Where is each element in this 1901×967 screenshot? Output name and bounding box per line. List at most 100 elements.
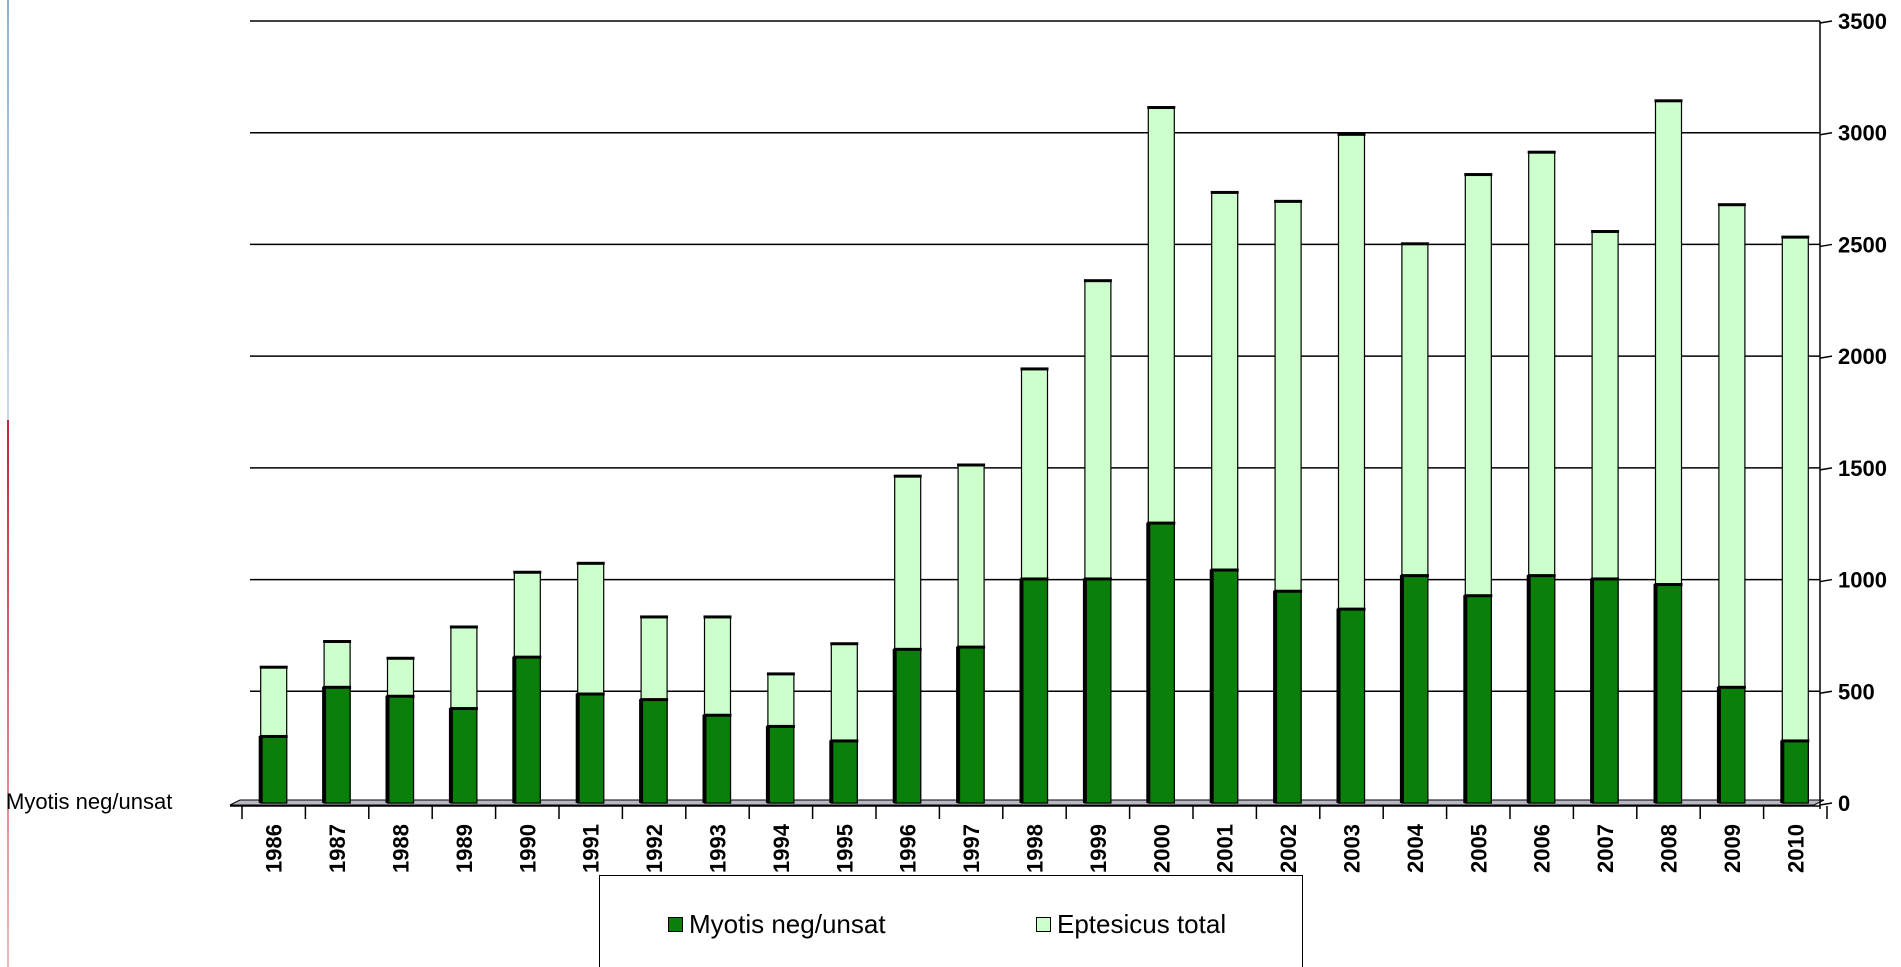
bar-top-edge-eptesicus xyxy=(386,656,415,660)
bar-top-edge-eptesicus xyxy=(1210,190,1239,194)
x-tick-label: 1995 xyxy=(832,824,857,873)
bar-top-edge-eptesicus xyxy=(1400,242,1429,246)
bar-top-edge-eptesicus xyxy=(1654,99,1683,103)
x-tick-label: 1992 xyxy=(642,824,667,873)
bar-myotis xyxy=(513,656,541,804)
bar-top-edge-myotis xyxy=(640,698,669,702)
x-tick-label: 2003 xyxy=(1340,824,1365,873)
y-tick-label: 3500 xyxy=(1838,9,1887,34)
bar-myotis xyxy=(830,739,858,804)
bar-side-myotis xyxy=(1082,578,1087,803)
y-tick-mark xyxy=(1819,578,1833,583)
bar-side-myotis xyxy=(1336,608,1341,803)
bar-myotis xyxy=(1654,583,1683,804)
x-tick-label: 2004 xyxy=(1403,823,1428,873)
bar-myotis xyxy=(1084,577,1112,804)
legend-swatch-myotis xyxy=(668,917,683,932)
bar-side-myotis xyxy=(829,740,834,803)
legend-item-myotis: Myotis neg/unsat xyxy=(668,909,1036,940)
x-tick-label: 2009 xyxy=(1720,824,1745,873)
bars xyxy=(258,99,1810,804)
bar-top-edge-eptesicus xyxy=(323,640,352,644)
bar-top-edge-myotis xyxy=(1591,577,1620,581)
bar-side-myotis xyxy=(1590,578,1595,803)
y-tick-label: 1500 xyxy=(1838,456,1887,481)
bar-top-edge-eptesicus xyxy=(576,561,605,565)
bar-top-edge-myotis xyxy=(386,694,415,698)
bar-myotis xyxy=(577,692,605,804)
y-tick-mark xyxy=(1819,131,1833,136)
bar-top-edge-eptesicus xyxy=(1781,235,1810,239)
legend-label-eptesicus: Eptesicus total xyxy=(1057,909,1227,939)
bar-top-edge-eptesicus xyxy=(513,570,542,574)
bar-top-edge-myotis xyxy=(449,707,478,711)
bar-top-edge-myotis xyxy=(323,685,352,689)
x-tick-label: 2007 xyxy=(1593,824,1618,873)
bar-top-edge-eptesicus xyxy=(1083,279,1112,283)
y-tick-label: 3000 xyxy=(1838,121,1887,146)
bar-top-edge-myotis xyxy=(830,739,859,743)
x-tick-label: 2002 xyxy=(1276,824,1301,873)
x-tick-label: 1986 xyxy=(262,824,287,873)
bar-myotis xyxy=(957,645,985,804)
bar-top-edge-eptesicus xyxy=(1337,132,1366,136)
x-tick-label: 2008 xyxy=(1657,824,1682,873)
bar-myotis xyxy=(1401,574,1429,804)
bar-top-edge-myotis xyxy=(1337,607,1366,611)
x-tick-labels: 1986 1987 1988 1989 1990 1991 1992 1993 1994 1995… xyxy=(262,823,1809,873)
bar-top-edge-myotis xyxy=(1781,739,1810,743)
bar-top-edge-myotis xyxy=(1400,574,1429,578)
bar-myotis xyxy=(640,698,668,804)
y-tick-label: 2500 xyxy=(1838,232,1887,257)
bar-top-edge-myotis xyxy=(1464,594,1493,598)
x-tick-label: 1998 xyxy=(1023,824,1048,873)
bar-top-edge-myotis xyxy=(893,647,922,651)
x-tick-label: 1996 xyxy=(896,824,921,873)
bar-top-edge-myotis xyxy=(703,713,732,717)
bar-top-edge-myotis xyxy=(957,645,986,649)
bar-top-edge-eptesicus xyxy=(1274,199,1303,203)
x-tick-label: 1997 xyxy=(959,824,984,873)
bar-top-edge-eptesicus xyxy=(957,463,986,467)
y-tick-labels: 0 500 1000 1500 2000 2500 3000 3500 xyxy=(1838,9,1887,816)
bar-top-edge-eptesicus xyxy=(1147,106,1176,110)
bar-side-myotis xyxy=(1716,686,1721,803)
bar-top-edge-myotis xyxy=(1210,568,1239,572)
x-tick-label: 1994 xyxy=(769,823,794,873)
bar-side-myotis xyxy=(702,714,707,803)
bar-top-edge-myotis xyxy=(513,655,542,659)
y-tick-label: 2000 xyxy=(1838,344,1887,369)
bar-side-myotis xyxy=(1146,522,1151,803)
x-tick-label: 2010 xyxy=(1783,824,1808,873)
y-tick-mark xyxy=(1819,690,1833,695)
bar-side-myotis xyxy=(1019,578,1024,803)
bar-side-myotis xyxy=(956,646,961,803)
bar-top-edge-myotis xyxy=(1147,521,1176,525)
y-tick-mark xyxy=(1819,20,1833,24)
bar-myotis xyxy=(1528,574,1556,804)
bar-side-myotis xyxy=(1273,590,1278,803)
bar-myotis xyxy=(1718,686,1746,804)
bar-top-edge-myotis xyxy=(1274,589,1303,593)
bar-myotis xyxy=(323,686,351,804)
y-tick-mark xyxy=(1819,355,1833,359)
bar-side-myotis xyxy=(322,686,327,803)
y-tick-label: 500 xyxy=(1838,679,1875,704)
axes xyxy=(230,20,1833,819)
y-tick-mark xyxy=(1819,243,1833,248)
bar-myotis xyxy=(1591,577,1619,804)
bar-myotis xyxy=(1781,739,1809,804)
bar-top-edge-myotis xyxy=(766,724,795,728)
bar-top-edge-myotis xyxy=(576,692,605,696)
bar-side-myotis xyxy=(892,648,897,803)
bar-side-myotis xyxy=(1653,584,1658,803)
x-tick-label: 2005 xyxy=(1466,824,1491,873)
bar-top-edge-eptesicus xyxy=(1464,173,1493,177)
bar-top-edge-eptesicus xyxy=(1591,230,1620,234)
bar-side-myotis xyxy=(639,699,644,803)
y-tick-mark xyxy=(1819,467,1833,471)
bar-top-edge-eptesicus xyxy=(1020,367,1049,371)
bar-top-edge-eptesicus xyxy=(766,672,795,676)
